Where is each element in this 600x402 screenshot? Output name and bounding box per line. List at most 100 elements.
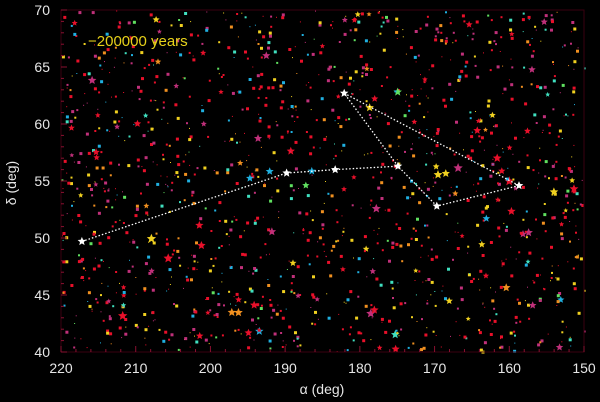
background-star [323, 250, 325, 252]
background-star [221, 281, 223, 283]
background-star [97, 211, 101, 215]
background-star [482, 219, 485, 222]
background-star [317, 241, 319, 243]
background-star [363, 154, 365, 156]
background-star [467, 252, 469, 254]
background-star [460, 69, 464, 73]
background-star [327, 316, 331, 320]
background-star [251, 175, 255, 179]
y-tick-label: 55 [34, 173, 50, 189]
background-star [194, 335, 195, 337]
background-star [530, 83, 533, 86]
background-star [94, 181, 96, 183]
background-star [380, 181, 384, 185]
background-star [150, 143, 153, 146]
background-star [341, 16, 348, 23]
background-star [128, 135, 131, 138]
background-star [430, 151, 433, 154]
background-star [417, 95, 419, 96]
background-star [384, 112, 386, 114]
background-star [296, 265, 300, 269]
background-star [91, 11, 95, 15]
background-star [238, 90, 242, 94]
background-star [282, 81, 285, 85]
background-star [378, 11, 380, 12]
background-star [385, 113, 387, 115]
background-star [92, 149, 95, 153]
background-star [557, 135, 560, 138]
background-star [217, 303, 221, 307]
background-star [220, 76, 223, 78]
background-star [398, 227, 402, 230]
background-star [246, 221, 250, 225]
background-star [497, 226, 501, 230]
background-star [395, 242, 399, 246]
background-star [388, 144, 392, 148]
background-star [83, 104, 85, 106]
background-star [552, 79, 556, 83]
background-star [360, 12, 364, 16]
background-star [568, 338, 572, 342]
background-star [444, 104, 447, 108]
background-star [573, 287, 577, 291]
background-star [268, 31, 272, 35]
background-star [276, 61, 279, 64]
background-star [67, 181, 71, 185]
background-star [290, 290, 293, 293]
background-star [231, 220, 234, 223]
background-star [195, 220, 204, 229]
background-star [318, 23, 322, 27]
background-star [237, 328, 240, 331]
background-star [305, 84, 307, 86]
background-star [141, 77, 144, 81]
background-star [208, 79, 211, 82]
background-star [210, 230, 213, 232]
background-star [539, 147, 541, 149]
background-star [91, 194, 94, 197]
background-star [467, 273, 471, 277]
background-star [173, 303, 175, 305]
background-star [472, 277, 475, 280]
background-star [391, 287, 394, 290]
background-star [176, 154, 180, 158]
background-star [88, 304, 92, 308]
background-star [572, 267, 575, 270]
background-star [246, 107, 249, 111]
background-star [186, 42, 188, 44]
background-star [256, 216, 260, 220]
background-star [528, 19, 530, 21]
background-star [335, 94, 341, 99]
background-star [69, 152, 75, 158]
background-star [432, 163, 440, 170]
background-star [539, 86, 543, 90]
background-star [291, 115, 294, 118]
background-star [246, 57, 249, 60]
background-star [529, 43, 531, 46]
background-star [495, 43, 497, 46]
background-star [295, 109, 297, 111]
background-star [369, 41, 371, 43]
background-star [91, 310, 93, 312]
background-star [86, 102, 88, 104]
background-star [369, 117, 372, 119]
background-star [357, 257, 361, 261]
background-star [450, 97, 454, 101]
background-star [479, 119, 483, 123]
background-star [288, 325, 292, 329]
background-star [106, 298, 112, 304]
background-star [405, 100, 407, 102]
background-star [528, 301, 537, 309]
background-star [374, 310, 375, 312]
background-star [354, 11, 361, 18]
background-star [123, 92, 125, 93]
background-star [217, 67, 220, 70]
background-star [165, 143, 168, 146]
background-star [122, 222, 125, 224]
background-star [578, 238, 580, 240]
background-star [473, 160, 474, 162]
background-star [442, 285, 444, 287]
background-star [248, 154, 250, 156]
background-star [169, 284, 171, 285]
background-star [189, 135, 193, 139]
background-star [558, 129, 562, 133]
